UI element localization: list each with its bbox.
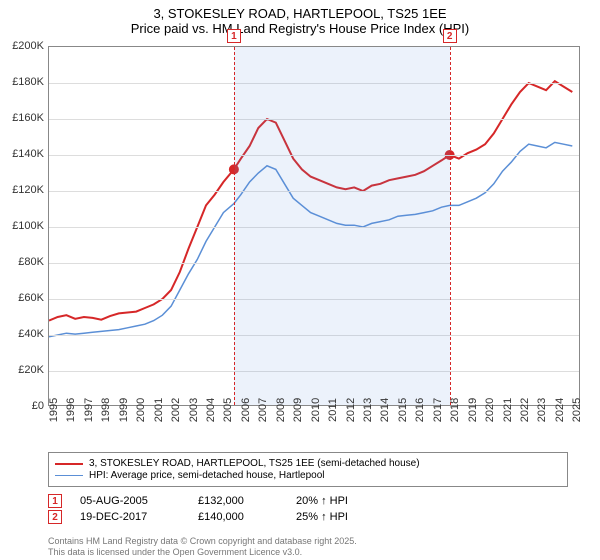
- shade-region: [234, 47, 450, 405]
- x-tick-label: 2020: [484, 398, 496, 422]
- x-tick-label: 2000: [135, 398, 147, 422]
- x-tick-label: 2009: [292, 398, 304, 422]
- x-tick-label: 1996: [65, 398, 77, 422]
- x-tick-label: 2007: [257, 398, 269, 422]
- marker-vline: [450, 47, 451, 405]
- plot-area: 12: [48, 46, 580, 406]
- x-tick-label: 2010: [310, 398, 322, 422]
- chart-title-block: 3, STOKESLEY ROAD, HARTLEPOOL, TS25 1EE …: [0, 0, 600, 38]
- x-tick-label: 1998: [100, 398, 112, 422]
- legend-label: HPI: Average price, semi-detached house,…: [89, 470, 325, 481]
- y-tick-label: £0: [32, 400, 44, 412]
- legend-label: 3, STOKESLEY ROAD, HARTLEPOOL, TS25 1EE …: [89, 458, 420, 469]
- y-axis: £0£20K£40K£60K£80K£100K£120K£140K£160K£1…: [0, 46, 48, 406]
- transaction-row: 2 19-DEC-2017 £140,000 25% ↑ HPI: [48, 510, 568, 524]
- x-tick-label: 2012: [345, 398, 357, 422]
- y-tick-label: £200K: [12, 40, 44, 52]
- x-tick-label: 2025: [571, 398, 583, 422]
- x-tick-label: 2005: [222, 398, 234, 422]
- legend-swatch: [55, 463, 83, 465]
- x-tick-label: 2015: [397, 398, 409, 422]
- txn-price: £140,000: [198, 511, 278, 523]
- txn-vs-hpi: 25% ↑ HPI: [296, 511, 348, 523]
- y-tick-label: £20K: [18, 364, 44, 376]
- y-tick-label: £160K: [12, 112, 44, 124]
- marker-box: 1: [227, 29, 241, 43]
- x-tick-label: 2022: [519, 398, 531, 422]
- y-tick-label: £80K: [18, 256, 44, 268]
- price-chart: 3, STOKESLEY ROAD, HARTLEPOOL, TS25 1EE …: [0, 0, 600, 560]
- x-tick-label: 2003: [188, 398, 200, 422]
- footer-line1: Contains HM Land Registry data © Crown c…: [48, 536, 357, 547]
- x-tick-label: 2014: [379, 398, 391, 422]
- x-tick-label: 2008: [275, 398, 287, 422]
- x-tick-label: 2006: [240, 398, 252, 422]
- x-tick-label: 2004: [205, 398, 217, 422]
- x-tick-label: 2013: [362, 398, 374, 422]
- transactions-table: 1 05-AUG-2005 £132,000 20% ↑ HPI 2 19-DEC-201…: [48, 492, 568, 526]
- x-tick-label: 2023: [536, 398, 548, 422]
- x-tick-label: 2019: [467, 398, 479, 422]
- legend-row: 3, STOKESLEY ROAD, HARTLEPOOL, TS25 1EE …: [55, 458, 561, 469]
- txn-date: 05-AUG-2005: [80, 495, 180, 507]
- x-tick-label: 2024: [554, 398, 566, 422]
- legend-row: HPI: Average price, semi-detached house,…: [55, 470, 561, 481]
- y-tick-label: £100K: [12, 220, 44, 232]
- x-tick-label: 1997: [83, 398, 95, 422]
- chart-title-line2: Price paid vs. HM Land Registry's House …: [0, 21, 600, 36]
- marker-box: 2: [443, 29, 457, 43]
- legend-swatch: [55, 475, 83, 477]
- marker-vline: [234, 47, 235, 405]
- txn-marker: 2: [48, 510, 62, 524]
- x-tick-label: 2021: [502, 398, 514, 422]
- x-tick-label: 2016: [414, 398, 426, 422]
- txn-vs-hpi: 20% ↑ HPI: [296, 495, 348, 507]
- y-tick-label: £140K: [12, 148, 44, 160]
- txn-marker: 1: [48, 494, 62, 508]
- y-tick-label: £180K: [12, 76, 44, 88]
- txn-date: 19-DEC-2017: [80, 511, 180, 523]
- legend: 3, STOKESLEY ROAD, HARTLEPOOL, TS25 1EE …: [48, 452, 568, 487]
- txn-price: £132,000: [198, 495, 278, 507]
- x-tick-label: 2002: [170, 398, 182, 422]
- x-tick-label: 2017: [432, 398, 444, 422]
- x-tick-label: 2001: [153, 398, 165, 422]
- y-tick-label: £60K: [18, 292, 44, 304]
- chart-title-line1: 3, STOKESLEY ROAD, HARTLEPOOL, TS25 1EE: [0, 6, 600, 21]
- y-tick-label: £40K: [18, 328, 44, 340]
- x-tick-label: 2011: [327, 398, 339, 422]
- x-tick-label: 1999: [118, 398, 130, 422]
- footer: Contains HM Land Registry data © Crown c…: [48, 536, 357, 558]
- x-axis: 1995199619971998199920002001200220032004…: [48, 406, 580, 456]
- x-tick-label: 2018: [449, 398, 461, 422]
- footer-line2: This data is licensed under the Open Gov…: [48, 547, 357, 558]
- y-tick-label: £120K: [12, 184, 44, 196]
- x-tick-label: 1995: [48, 398, 60, 422]
- transaction-row: 1 05-AUG-2005 £132,000 20% ↑ HPI: [48, 494, 568, 508]
